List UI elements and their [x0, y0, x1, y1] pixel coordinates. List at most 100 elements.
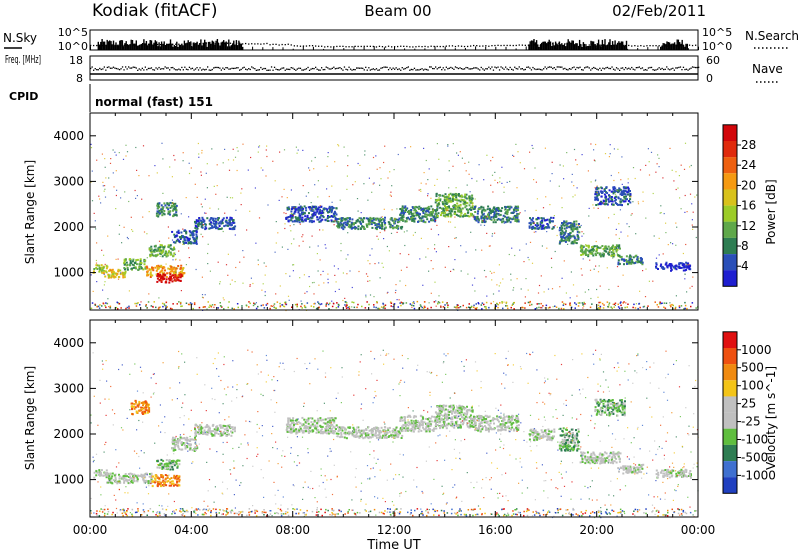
noise-search-dot — [235, 42, 238, 45]
range-gate-cell — [332, 220, 335, 223]
sparse-gate-cell — [466, 197, 468, 200]
range-gate-cell — [605, 202, 608, 205]
range-gate-cell — [512, 216, 515, 219]
sparse-gate-cell — [486, 154, 488, 156]
sparse-gate-cell — [428, 302, 430, 304]
noise-search-dot — [615, 44, 618, 46]
ground-scatter-cell — [233, 308, 235, 310]
ground-scatter-cell — [441, 301, 444, 303]
range-gate-cell — [629, 257, 632, 260]
nave-dot — [623, 68, 625, 71]
range-gate-cell — [412, 219, 415, 222]
range-gate-cell — [393, 221, 396, 224]
range-gate-cell — [373, 218, 375, 221]
range-gate-cell — [136, 258, 139, 261]
range-gate-cell — [670, 267, 673, 270]
range-gate-cell — [396, 224, 398, 227]
sparse-gate-cell — [391, 218, 393, 220]
nave-dot — [149, 67, 151, 70]
noise-search-dot — [287, 43, 289, 45]
range-gate-cell — [304, 206, 307, 209]
range-gate-cell — [167, 277, 170, 280]
range-gate-cell — [136, 476, 139, 479]
range-gate-cell — [514, 205, 517, 208]
ground-scatter-cell — [269, 307, 271, 310]
range-gate-cell — [671, 264, 674, 267]
sparse-gate-cell — [553, 215, 555, 217]
sparse-gate-cell — [202, 297, 204, 299]
range-gate-cell — [631, 261, 634, 264]
sparse-gate-cell — [258, 145, 261, 147]
noise-sky-bar — [687, 48, 689, 50]
range-gate-cell — [361, 225, 364, 228]
nave-dot — [346, 69, 349, 71]
noise-sky-bar — [547, 41, 549, 50]
range-gate-cell — [111, 274, 114, 277]
noise-search-dot — [208, 42, 210, 44]
noise-sky-bar — [140, 44, 143, 50]
range-gate-cell — [156, 466, 159, 469]
range-gate-cell — [404, 211, 407, 213]
ground-scatter-cell — [554, 305, 556, 307]
range-gate-cell — [674, 264, 677, 267]
sparse-gate-cell — [302, 234, 304, 236]
cpid-panel: CPID normal (fast) 151 — [9, 84, 213, 112]
range-gate-cell — [174, 276, 176, 279]
range-gate-cell — [600, 254, 603, 257]
sparse-gate-cell — [677, 187, 679, 189]
range-gate-cell — [337, 222, 340, 225]
nave-dot — [529, 67, 531, 69]
range-gate-cell — [129, 264, 131, 267]
range-gate-cell — [108, 475, 111, 478]
nave-dot — [657, 68, 659, 70]
ground-scatter-cell — [601, 302, 604, 305]
noise-search-dot — [269, 44, 271, 46]
range-gate-cell — [177, 229, 180, 232]
range-gate-cell — [583, 250, 586, 253]
ground-scatter-cell — [501, 301, 503, 303]
range-gate-cell — [685, 264, 688, 267]
range-gate-cell — [226, 222, 229, 225]
sparse-gate-cell — [669, 302, 671, 304]
nave-dot — [650, 66, 653, 69]
range-gate-cell — [104, 275, 107, 278]
nave-dot — [501, 67, 504, 69]
noise-sky-bar — [570, 42, 572, 50]
noise-search-dot — [381, 46, 384, 48]
range-gate-cell — [472, 214, 475, 217]
noise-sky-bar — [171, 46, 173, 50]
ground-scatter-cell — [577, 302, 580, 304]
ground-scatter-cell — [382, 303, 385, 305]
noise-search-dot — [397, 45, 399, 48]
sparse-gate-cell — [684, 142, 687, 144]
nave-dot — [675, 67, 677, 69]
sparse-gate-cell — [340, 250, 342, 252]
noise-search-dot — [606, 44, 609, 46]
range-gate-cell — [621, 258, 624, 261]
ground-scatter-cell — [617, 306, 620, 308]
sparse-gate-cell — [595, 143, 597, 146]
sparse-gate-cell — [342, 272, 344, 274]
range-gate-cell — [212, 222, 215, 225]
ground-scatter-cell — [128, 305, 130, 308]
noise-sky-bar — [169, 39, 172, 50]
sparse-gate-cell — [501, 182, 503, 184]
freq-nave-panel: Freq. [MHz] 18 8 60 0 Nave — [5, 53, 783, 85]
colorbar-tick-label: 16 — [741, 199, 756, 213]
range-gate-cell — [133, 480, 136, 483]
nave-dot — [146, 69, 148, 71]
nave-dot — [172, 66, 174, 69]
sparse-gate-cell — [367, 280, 369, 282]
sparse-gate-cell — [91, 200, 94, 202]
range-gate-cell — [310, 208, 313, 211]
range-gate-cell — [466, 202, 469, 205]
range-gate-cell — [330, 219, 333, 222]
sparse-gate-cell — [283, 212, 285, 214]
noise-search-dot — [555, 42, 557, 45]
sparse-gate-cell — [328, 195, 330, 198]
sparse-gate-cell — [242, 250, 244, 252]
range-gate-cell — [169, 210, 172, 213]
range-gate-cell — [169, 268, 171, 271]
range-gate-cell — [517, 206, 520, 209]
ground-scatter-cell — [470, 305, 473, 308]
